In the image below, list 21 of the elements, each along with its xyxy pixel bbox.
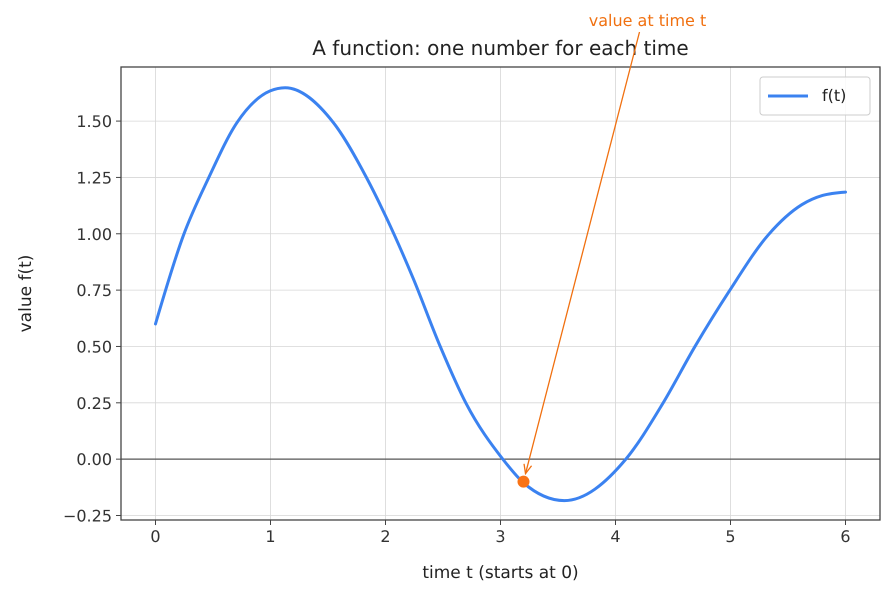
y-tick-label: 0.25	[76, 394, 112, 413]
annotation: value at time t	[588, 11, 706, 30]
y-tick-label: −0.25	[62, 506, 112, 526]
chart-title: A function: one number for each time	[312, 36, 689, 60]
x-axis-title: time t (starts at 0)	[422, 563, 579, 583]
x-tick-label: 4	[610, 527, 621, 546]
x-tick-label: 6	[840, 527, 851, 546]
x-tick-label: 1	[265, 527, 276, 546]
y-tick-label: 1.50	[76, 112, 112, 132]
x-tick-label: 5	[725, 527, 736, 546]
y-tick-label: 0.00	[76, 450, 112, 470]
x-tick-label: 0	[150, 527, 161, 546]
legend-label: f(t)	[822, 86, 846, 105]
y-tick-label: 1.00	[76, 224, 112, 244]
y-tick-label: 1.25	[76, 168, 112, 188]
y-axis-title: value f(t)	[16, 254, 36, 332]
y-tick-label: 0.50	[76, 337, 112, 356]
y-tick-label: 0.75	[76, 281, 112, 300]
x-tick-label: 3	[495, 527, 506, 546]
x-tick-label: 2	[380, 527, 391, 546]
line-series	[154, 86, 847, 502]
